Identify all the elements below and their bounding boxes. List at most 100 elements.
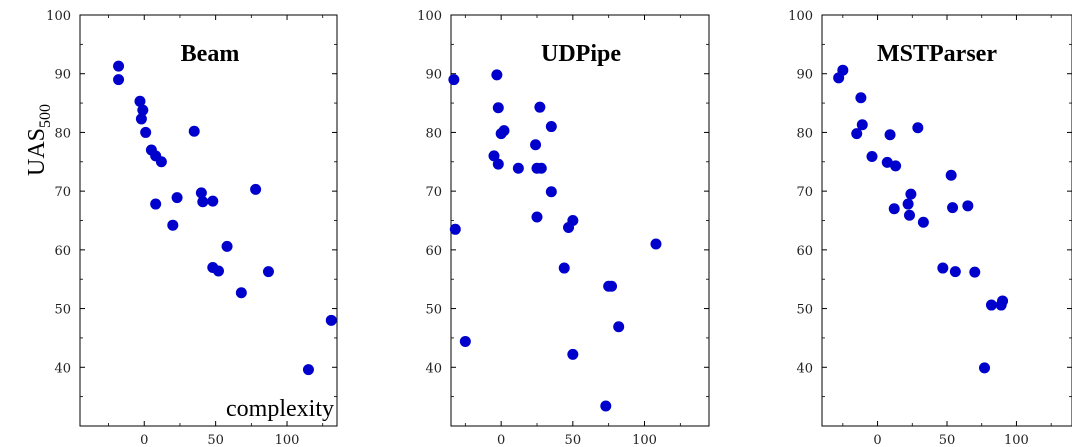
y-tick-label: 50 (796, 303, 813, 318)
x-tick-label: 0 (497, 433, 505, 447)
panel-udpipe: 40 50 60 70 80 90 100 0 50 100 UDPipe (417, 9, 710, 447)
data-point (558, 262, 570, 274)
data-point (113, 60, 125, 72)
data-point (491, 69, 503, 81)
data-point (188, 125, 200, 137)
data-point (884, 129, 896, 141)
y-tick-label: 90 (796, 68, 813, 83)
data-point (534, 101, 546, 113)
data-point (866, 151, 878, 163)
y-axis-label-subscript: 500 (37, 104, 54, 128)
data-point (545, 121, 557, 133)
data-point (262, 266, 274, 278)
data-point (902, 198, 914, 210)
data-point (969, 266, 981, 278)
data-point (837, 64, 849, 76)
data-point (197, 196, 209, 208)
y-tick-label: 60 (796, 244, 813, 259)
data-point (947, 202, 959, 214)
y-tick-label: 60 (425, 244, 442, 259)
y-tick-label: 40 (425, 361, 442, 376)
data-point (881, 156, 893, 168)
data-point (851, 128, 863, 140)
data-point (137, 104, 149, 116)
data-point (949, 266, 961, 278)
panel-title: UDPipe (541, 41, 621, 67)
data-point (449, 223, 461, 235)
y-axis-label: UAS500 (24, 104, 54, 176)
data-point (890, 160, 902, 172)
data-point (912, 122, 924, 134)
data-point (459, 335, 471, 347)
y-tick-label: 40 (54, 361, 71, 376)
data-point (492, 102, 504, 114)
data-point (937, 262, 949, 274)
x-tick-label: 0 (873, 433, 881, 447)
data-point (856, 119, 868, 131)
data-point (512, 162, 524, 174)
y-tick-label: 100 (417, 9, 442, 24)
x-tick-label: 50 (939, 433, 956, 447)
data-point (155, 156, 167, 168)
data-point (600, 400, 612, 412)
axes-frame (450, 14, 710, 427)
y-tick-label: 70 (425, 185, 442, 200)
data-point (171, 192, 183, 204)
data-point (888, 203, 900, 215)
y-tick-label: 50 (54, 303, 71, 318)
data-point (530, 139, 542, 151)
data-point (945, 169, 957, 181)
y-tick-label: 80 (425, 126, 442, 141)
data-point (167, 219, 179, 231)
data-point (567, 348, 579, 360)
data-point (212, 265, 224, 277)
y-tick-label: 70 (796, 185, 813, 200)
x-tick-label: 100 (275, 433, 300, 447)
data-point (448, 74, 460, 86)
data-point (979, 362, 990, 374)
data-point (195, 187, 207, 199)
data-point (650, 238, 662, 250)
data-point (904, 209, 915, 221)
data-point (545, 186, 557, 198)
data-point (613, 321, 625, 333)
data-point (917, 216, 929, 228)
y-tick-label: 90 (425, 68, 442, 83)
data-point (606, 280, 618, 292)
y-tick-label: 40 (796, 361, 813, 376)
panel-title: MSTParser (877, 41, 997, 67)
data-point (150, 198, 162, 210)
panel-mstparser: 40 50 60 70 80 90 100 0 50 100 MSTParser (788, 9, 1072, 447)
y-tick-label: 100 (46, 9, 71, 24)
data-point (855, 92, 867, 104)
data-point (235, 287, 247, 299)
x-axis-label: complexity (226, 396, 334, 422)
data-point (535, 162, 547, 174)
panel-title: Beam (181, 41, 240, 67)
data-point (985, 299, 997, 311)
y-tick-label: 80 (54, 126, 71, 141)
data-point (221, 240, 233, 252)
data-point (492, 158, 504, 170)
data-point (563, 222, 575, 234)
axes-frame (821, 14, 1072, 427)
x-tick-label: 100 (632, 433, 657, 447)
data-point (531, 211, 543, 223)
y-tick-label: 60 (54, 244, 71, 259)
data-point (325, 314, 337, 326)
panel-beam: 40 50 60 70 80 90 100 0 50 100 Beam complexity (46, 9, 338, 447)
y-tick-label: 70 (54, 185, 71, 200)
x-tick-label: 100 (1004, 433, 1029, 447)
data-point (302, 364, 314, 376)
data-point (135, 113, 147, 125)
data-point (488, 150, 500, 162)
y-tick-label: 90 (54, 68, 71, 83)
x-tick-label: 50 (207, 433, 224, 447)
x-tick-label: 50 (565, 433, 582, 447)
data-point (134, 95, 146, 107)
data-point (113, 74, 125, 86)
data-point (140, 126, 152, 138)
x-tick-label: 0 (140, 433, 148, 447)
data-point (905, 188, 917, 200)
